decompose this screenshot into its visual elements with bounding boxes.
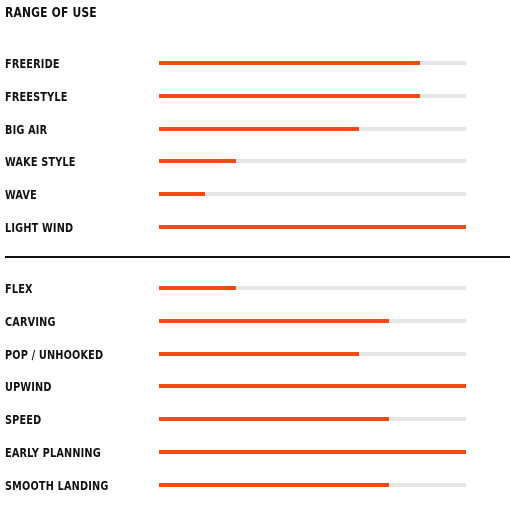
rating-track [159, 482, 466, 487]
rating-bar [159, 417, 389, 422]
rating-row: WAKE STYLE [0, 152, 510, 172]
rating-track [159, 192, 466, 197]
rating-label: FLEX [5, 282, 33, 296]
rating-bar [159, 192, 205, 197]
rating-bar [159, 61, 420, 65]
rating-track [159, 417, 466, 422]
rating-bar [159, 286, 236, 290]
rating-track [159, 351, 466, 356]
rating-bar [159, 384, 466, 389]
rating-label: SPEED [5, 413, 42, 428]
rating-track [159, 450, 466, 454]
rating-bar [159, 450, 466, 454]
rating-bar [159, 482, 389, 487]
rating-track [159, 225, 466, 229]
rating-label: WAVE [5, 188, 37, 203]
rating-track [159, 159, 466, 164]
rating-bar [159, 159, 236, 164]
rating-label: CARVING [5, 314, 56, 329]
rating-label: LIGHT WIND [5, 221, 74, 235]
rating-label: BIG AIR [5, 122, 48, 137]
rating-row: BIG AIR [0, 120, 510, 140]
rating-label: EARLY PLANNING [5, 446, 101, 460]
rating-row: SPEED [0, 410, 510, 430]
rating-track [159, 286, 466, 290]
rating-row: UPWIND [0, 377, 510, 397]
rating-row: SMOOTH LANDING [0, 476, 510, 496]
rating-row: CARVING [0, 312, 510, 332]
rating-row: POP / UNHOOKED [0, 345, 510, 365]
rating-track [159, 384, 466, 389]
rating-row: FREERIDE [0, 54, 510, 74]
rating-track [159, 93, 466, 98]
rating-label: WAKE STYLE [5, 155, 76, 170]
rating-track [159, 318, 466, 323]
rating-row: FREESTYLE [0, 87, 510, 107]
rating-row: EARLY PLANNING [0, 443, 510, 463]
rating-label: FREESTYLE [5, 89, 68, 104]
rating-label: POP / UNHOOKED [5, 347, 104, 362]
rating-label: SMOOTH LANDING [5, 478, 109, 493]
rating-bar [159, 351, 359, 356]
section-divider [5, 256, 510, 258]
rating-label: UPWIND [5, 380, 52, 395]
rating-bar [159, 225, 466, 229]
rating-row: WAVE [0, 185, 510, 205]
rating-bar [159, 93, 420, 98]
rating-track [159, 126, 466, 131]
rating-track [159, 61, 466, 65]
rating-label: FREERIDE [5, 57, 60, 71]
rating-bar [159, 126, 359, 131]
rating-row: LIGHT WIND [0, 218, 510, 238]
rating-row: FLEX [0, 279, 510, 299]
chart-title: RANGE OF USE [5, 6, 97, 21]
rating-bar [159, 318, 389, 323]
